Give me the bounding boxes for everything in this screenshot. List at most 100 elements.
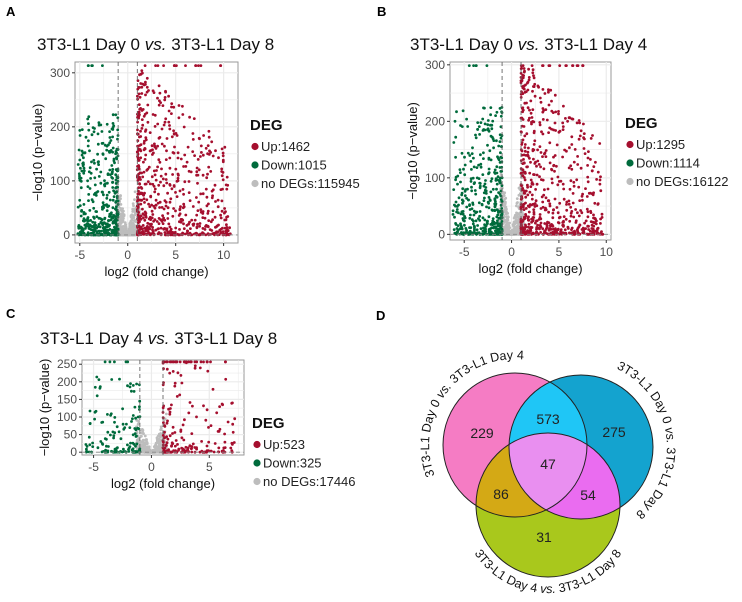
point-up [199, 360, 203, 364]
venn-count-only-0v8: 275 [602, 424, 626, 440]
point-down [92, 225, 96, 229]
legend-item-no-deg: no DEGs:17446 [263, 474, 356, 489]
point-down [126, 384, 129, 388]
point-down [134, 444, 137, 448]
point-down [90, 160, 93, 164]
point-up [179, 157, 183, 161]
point-up [539, 100, 543, 104]
point-down [456, 182, 459, 186]
point-up [183, 153, 187, 157]
point-up [200, 440, 204, 443]
point-no-deg [132, 204, 135, 208]
point-up [167, 94, 171, 98]
point-up [188, 444, 192, 447]
point-no-deg [515, 218, 518, 221]
point-up [538, 227, 541, 231]
point-down [465, 205, 469, 209]
point-down [496, 175, 500, 179]
point-down [478, 219, 482, 222]
point-down [489, 134, 493, 138]
point-down [114, 448, 118, 452]
point-up [232, 441, 236, 444]
point-down [99, 181, 103, 185]
point-up [136, 206, 140, 209]
point-up [593, 201, 597, 205]
point-up [181, 218, 185, 222]
point-up [194, 64, 198, 67]
x-tick-label: 10 [217, 248, 231, 262]
point-up [535, 173, 539, 177]
y-tick-label: 300 [50, 66, 70, 80]
point-up [544, 108, 548, 111]
point-down [102, 221, 106, 225]
point-up [203, 216, 207, 220]
point-up [599, 175, 602, 179]
point-down [483, 196, 486, 200]
point-up [152, 91, 156, 94]
point-down [497, 179, 501, 183]
point-down [115, 175, 119, 179]
point-up [205, 408, 209, 412]
point-up [166, 206, 170, 210]
point-up [137, 103, 141, 106]
point-down [491, 187, 495, 191]
point-up [551, 227, 555, 231]
point-up [172, 64, 176, 67]
point-up [526, 80, 530, 84]
venn-count-0v4-4v8: 86 [493, 486, 509, 502]
point-down [499, 151, 502, 155]
point-up [170, 187, 174, 191]
point-up [164, 117, 168, 121]
point-up [177, 214, 181, 217]
legend-dot-up-icon [251, 142, 259, 151]
y-tick-label: 300 [425, 58, 445, 72]
point-up [175, 134, 179, 137]
point-down [133, 432, 137, 435]
point-up [586, 224, 590, 228]
y-tick-label: 0 [438, 227, 445, 241]
point-no-deg [515, 214, 518, 218]
point-up [578, 223, 582, 227]
point-up [589, 209, 592, 213]
point-down [105, 209, 109, 213]
point-down [108, 168, 112, 172]
point-up [221, 154, 225, 158]
point-up [139, 202, 143, 206]
point-down [91, 200, 95, 204]
point-up [585, 207, 589, 211]
point-up [154, 178, 158, 182]
point-down [111, 126, 115, 129]
point-down [499, 125, 503, 129]
point-no-deg [154, 441, 158, 445]
point-up [136, 192, 140, 196]
point-down [138, 383, 141, 387]
point-up [547, 90, 550, 94]
point-up [572, 215, 576, 219]
point-up [522, 202, 526, 206]
point-down [499, 226, 502, 230]
point-down [473, 229, 476, 233]
point-up [567, 199, 571, 203]
point-up [598, 142, 602, 145]
point-down [78, 134, 82, 137]
point-up [163, 218, 167, 222]
point-down [100, 190, 104, 194]
point-down [111, 180, 115, 184]
point-up [183, 360, 187, 364]
point-up [586, 156, 590, 160]
point-down [494, 114, 497, 117]
point-down [458, 227, 462, 231]
point-up [142, 216, 145, 220]
point-down [91, 445, 95, 448]
point-down [108, 136, 112, 139]
point-down [494, 194, 498, 198]
point-down [97, 216, 101, 220]
point-up [555, 206, 559, 209]
point-down [463, 223, 466, 227]
point-no-deg [120, 227, 123, 230]
point-down [500, 220, 504, 223]
point-up [172, 207, 176, 210]
point-up [225, 175, 229, 179]
point-down [124, 360, 128, 364]
point-up [541, 64, 545, 67]
